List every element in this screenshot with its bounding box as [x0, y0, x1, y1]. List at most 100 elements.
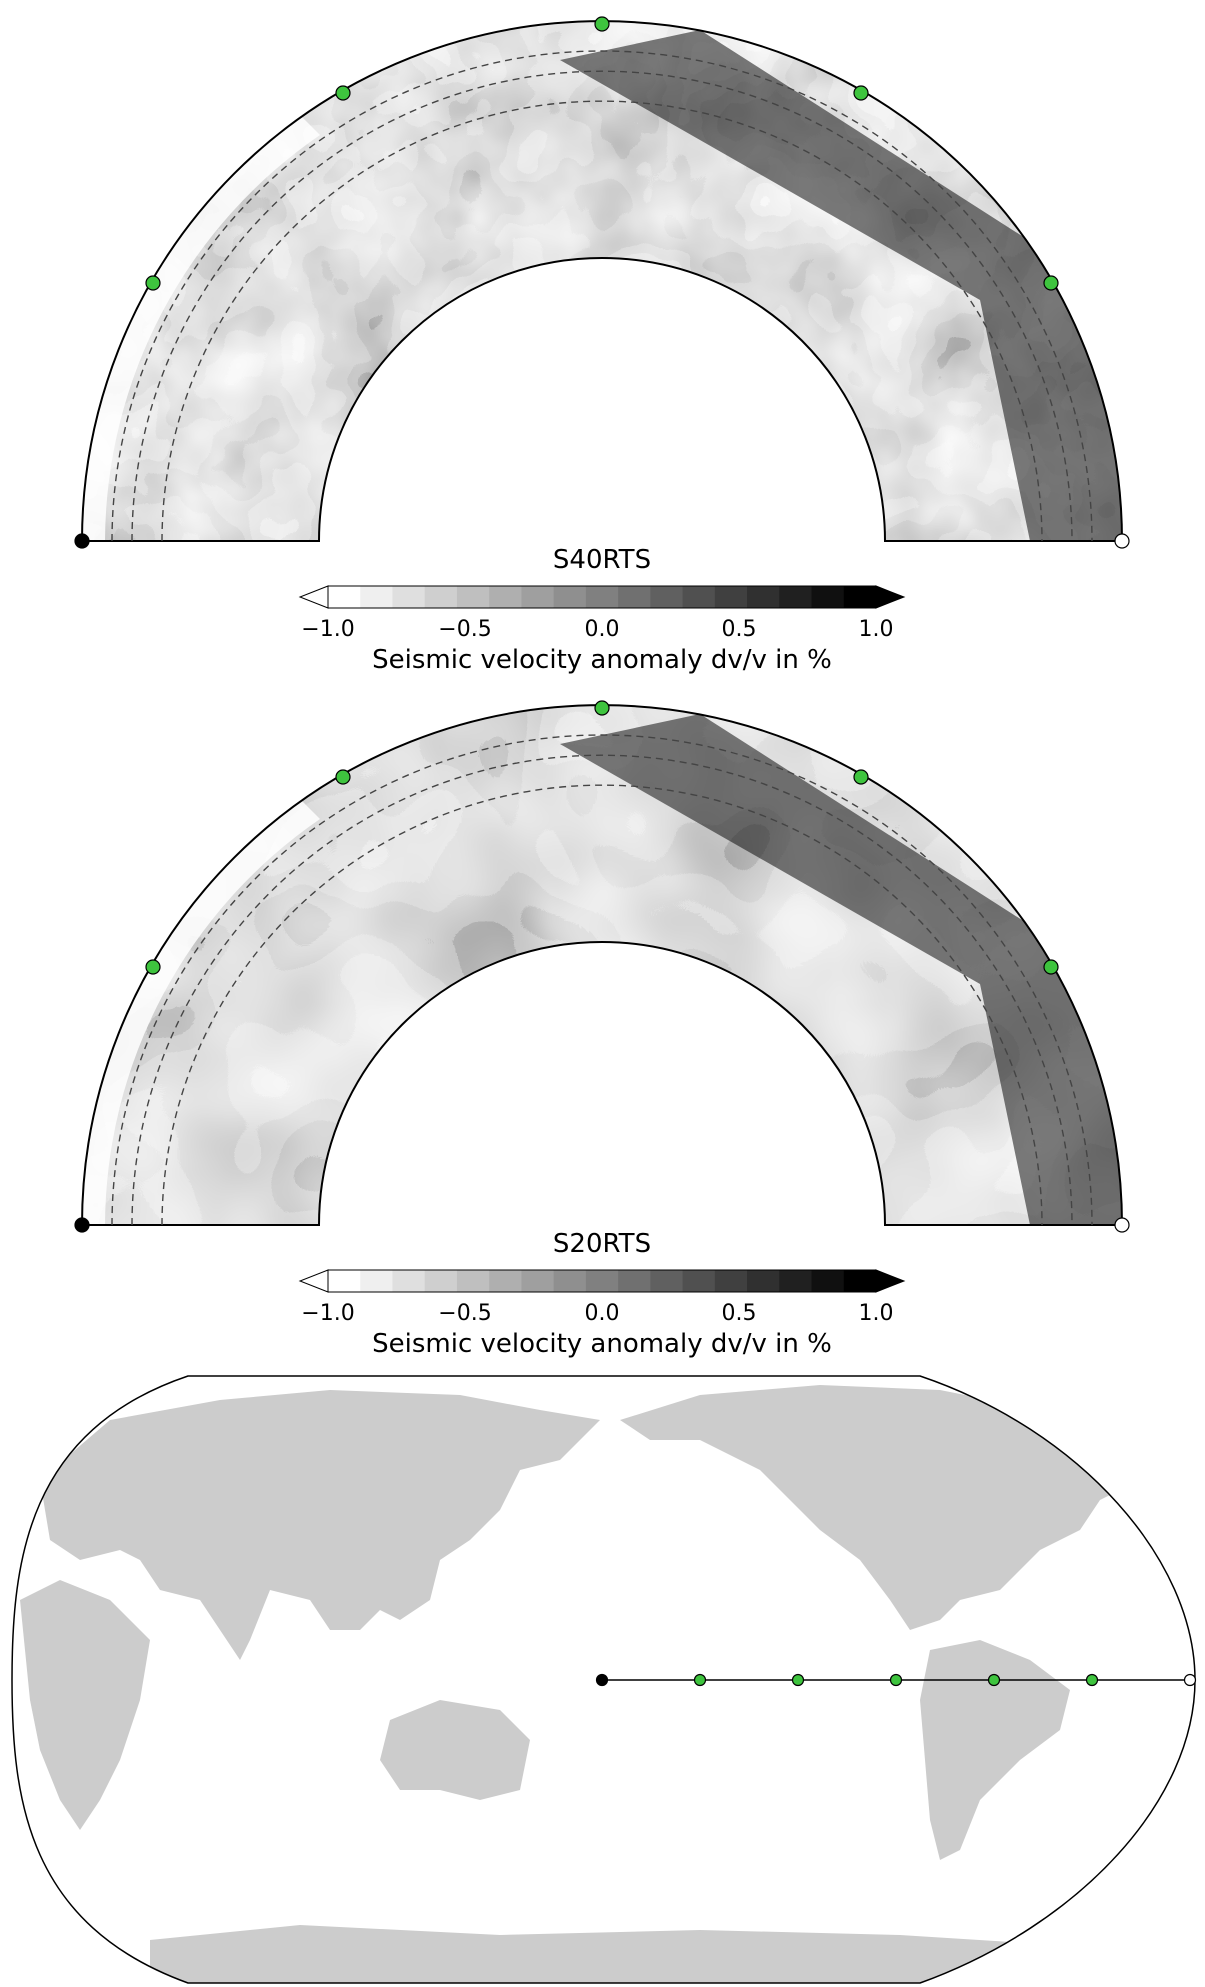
colorbar-cell [650, 586, 684, 608]
path-end-marker [1114, 1217, 1130, 1233]
colorbar-s20rts: −1.0 −0.5 0.0 0.5 1.0 Seismic velocity a… [298, 1269, 906, 1359]
path-marker [889, 1673, 903, 1687]
africa-landmass [20, 1580, 150, 1830]
section-outline [80, 704, 1124, 1226]
colorbar-cell [360, 586, 394, 608]
path-marker [145, 959, 161, 975]
path-marker [335, 769, 351, 785]
colorbar-cell [392, 586, 426, 608]
colorbar-cell [843, 586, 877, 608]
colorbar-extend-min [298, 585, 329, 609]
path-marker [791, 1673, 805, 1687]
colorbar-cells [328, 586, 877, 608]
path-marker [1043, 275, 1059, 291]
colorbar-cell [747, 1270, 780, 1292]
colorbar-s40rts: −1.0 −0.5 0.0 0.5 1.0 Seismic velocity a… [298, 585, 906, 675]
path-marker [145, 275, 161, 291]
colorbar-cell [650, 1270, 684, 1292]
colorbar-cell [811, 586, 845, 608]
model-title: S20RTS [553, 1229, 651, 1259]
colorbar-tick: 0.0 [585, 1301, 620, 1326]
colorbar-extend-min [298, 1269, 329, 1293]
colorbar-cell [618, 1270, 651, 1292]
colorbar-cell [682, 586, 716, 608]
path-start-marker [595, 1673, 609, 1687]
path-marker [853, 85, 869, 101]
colorbar-cell [585, 586, 619, 608]
path-marker [693, 1673, 707, 1687]
colorbar-cell [456, 586, 490, 608]
colorbar-tick: 1.0 [859, 617, 894, 642]
colorbar-cell [456, 1270, 490, 1292]
path-start-marker [74, 533, 90, 549]
section-outline [80, 20, 1124, 542]
south-america-landmass [920, 1640, 1070, 1860]
depth-line-1 [111, 50, 1093, 542]
colorbar-tick: 1.0 [859, 1301, 894, 1326]
colorbar-extend-max [875, 585, 906, 609]
cross-section-s40rts: S40RTS [74, 16, 1130, 575]
colorbar-tick: 0.0 [585, 617, 620, 642]
world-map [11, 1375, 1197, 1984]
edge-slow-band [82, 799, 320, 1225]
colorbar-cell [489, 1270, 523, 1292]
eurasia-landmass [40, 1390, 600, 1660]
path-marker [853, 769, 869, 785]
path-marker [1085, 1673, 1099, 1687]
path-markers-2 [74, 700, 1130, 1233]
north-america-landmass [620, 1385, 1140, 1630]
colorbar-cell [714, 1270, 748, 1292]
colorbar-cell [392, 1270, 426, 1292]
colorbar-cell [553, 1270, 587, 1292]
colorbar-tick: −0.5 [438, 617, 491, 642]
colorbar-label: Seismic velocity anomaly dv/v in % [372, 1329, 832, 1359]
path-start-marker [74, 1217, 90, 1233]
model-title: S40RTS [553, 545, 651, 575]
colorbar-tick: −0.5 [438, 1301, 491, 1326]
colorbar-cell [328, 1270, 361, 1292]
colorbar-cell [811, 1270, 845, 1292]
colorbar-tick: 0.5 [722, 617, 757, 642]
antarctica-landmass [150, 1925, 1060, 1983]
colorbar-cell [585, 1270, 619, 1292]
australia-landmass [380, 1700, 530, 1800]
depth-line-2 [131, 754, 1073, 1226]
depth-line-1 [111, 734, 1093, 1226]
cross-section-s20rts: S20RTS [74, 700, 1130, 1259]
path-end-marker [1183, 1673, 1197, 1687]
colorbar-cell [747, 586, 780, 608]
map-boundary [11, 1375, 1196, 1984]
colorbar-cell [360, 1270, 394, 1292]
colorbar-extend-max [875, 1269, 906, 1293]
colorbar-cell [424, 1270, 458, 1292]
colorbar-tick: −1.0 [301, 1301, 354, 1326]
colorbar-cell [521, 586, 555, 608]
path-end-marker [1114, 533, 1130, 549]
map-path-markers [595, 1673, 1197, 1687]
path-marker [594, 700, 610, 716]
colorbar-cell [489, 586, 523, 608]
colorbar-label: Seismic velocity anomaly dv/v in % [372, 645, 832, 675]
colorbar-cell [779, 1270, 813, 1292]
colorbar-cell [714, 586, 748, 608]
depth-line-3 [161, 100, 1043, 542]
fast-anomaly-region [560, 30, 1122, 541]
colorbar-tick: 0.5 [722, 1301, 757, 1326]
colorbar-cell [328, 586, 361, 608]
colorbar-tick: −1.0 [301, 617, 354, 642]
colorbar-cell [843, 1270, 877, 1292]
path-markers-1 [74, 16, 1130, 549]
colorbar-cell [682, 1270, 716, 1292]
depth-line-2 [131, 70, 1073, 542]
edge-slow-band [82, 115, 320, 541]
depth-line-3 [161, 784, 1043, 1226]
path-marker [335, 85, 351, 101]
path-marker [594, 16, 610, 32]
colorbar-cell [618, 586, 651, 608]
path-marker [1043, 959, 1059, 975]
colorbar-cell [553, 586, 587, 608]
colorbar-cell [779, 586, 813, 608]
colorbar-cell [521, 1270, 555, 1292]
fast-anomaly-region [560, 714, 1122, 1225]
